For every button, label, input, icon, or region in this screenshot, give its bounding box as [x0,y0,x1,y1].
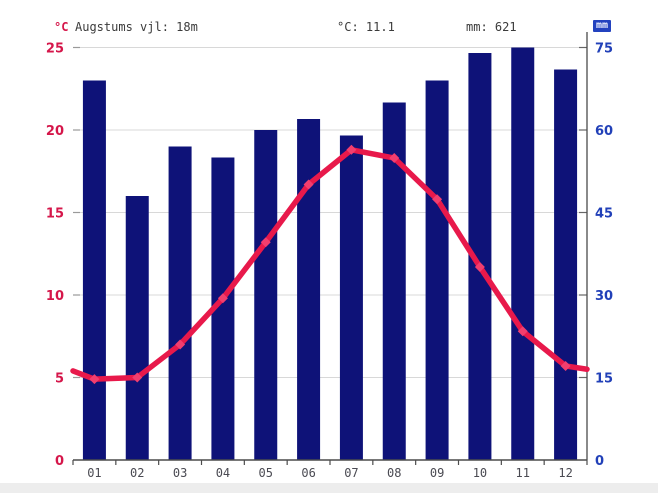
precipitation-bars [82,47,578,460]
station-altitude-label: Augstums vjl: 18m [75,20,198,34]
temp-marker-09 [432,194,443,205]
month-label-09: 09 [430,466,444,480]
left-axis-tick-0: 0 [55,454,64,469]
month-label-10: 10 [473,466,487,480]
precip-bar-07 [339,135,363,460]
left-axis-tick-15: 15 [46,207,64,222]
temp-marker-12 [560,360,571,371]
month-label-07: 07 [344,466,358,480]
month-label-04: 04 [216,466,230,480]
axes [72,32,588,465]
month-label-01: 01 [87,466,101,480]
precip-bar-08 [382,102,406,460]
left-axis-tick-5: 5 [55,372,64,387]
precip-bar-01 [82,80,106,460]
temp-marker-03 [175,339,186,350]
right-axis-tick-45: 45 [595,207,613,222]
annual-temperature-label: °C: 11.1 [337,20,395,34]
temp-marker-06 [303,179,314,190]
temperature-line [70,144,590,385]
month-label-02: 02 [130,466,144,480]
temp-marker-07 [346,144,357,155]
month-label-11: 11 [516,466,530,480]
month-label-06: 06 [301,466,315,480]
precip-bar-06 [297,119,321,460]
temp-marker-04 [217,293,228,304]
right-axis-tick-30: 30 [595,289,613,304]
precip-bar-09 [425,80,449,460]
month-label-08: 08 [387,466,401,480]
precip-bar-10 [468,53,492,460]
month-label-03: 03 [173,466,187,480]
temp-marker-11 [517,326,528,337]
precip-bar-12 [554,69,578,460]
temp-marker-01 [89,374,100,385]
precip-bar-05 [254,130,278,460]
month-label-12: 12 [558,466,572,480]
right-axis-tick-60: 60 [595,124,613,139]
precip-bar-04 [211,157,235,460]
temp-marker-02 [132,372,143,383]
right-axis-tick-75: 75 [595,42,613,57]
left-axis-tick-20: 20 [46,124,64,139]
right-axis-tick-0: 0 [595,454,604,469]
temp-marker-08 [389,153,400,164]
precip-bar-03 [168,146,192,460]
month-label-05: 05 [259,466,273,480]
left-axis-tick-25: 25 [46,42,64,57]
temp-marker-05 [260,237,271,248]
temp-marker-10 [474,261,485,272]
precip-bar-02 [125,196,149,460]
gridlines [73,46,587,379]
right-axis-unit-badge: mm [593,20,612,32]
right-axis-tick-15: 15 [595,372,613,387]
annual-precipitation-label: mm: 621 [466,20,517,34]
bottom-strip [0,483,658,493]
left-axis-tick-10: 10 [46,289,64,304]
precip-bar-11 [511,47,535,460]
left-axis-unit-label: °C [54,20,69,34]
